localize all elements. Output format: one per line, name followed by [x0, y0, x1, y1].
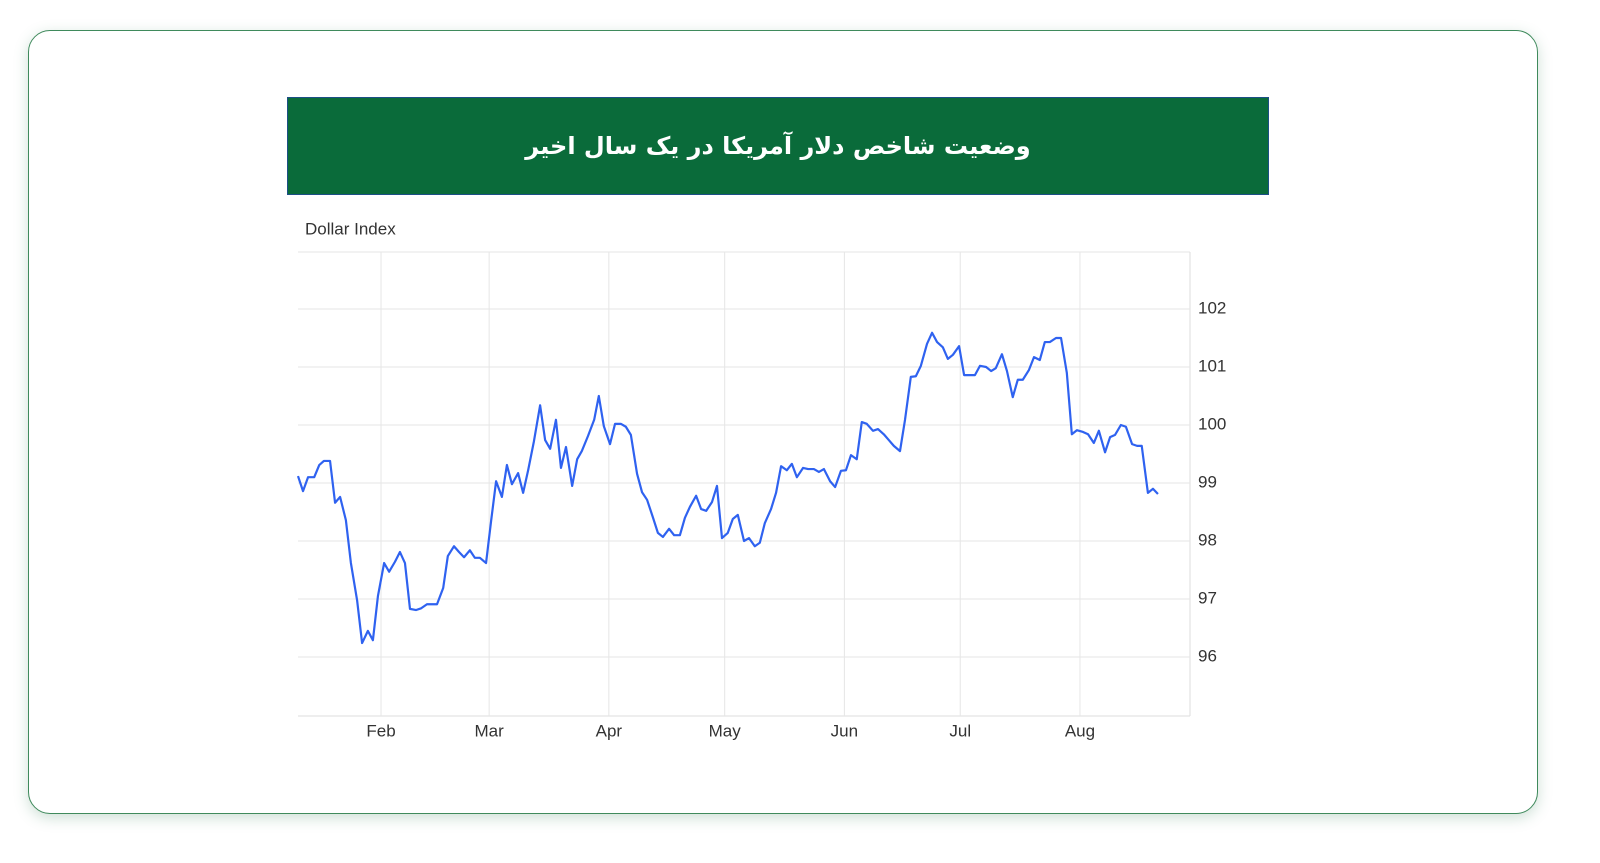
x-tick-label: Jul	[949, 721, 971, 740]
y-tick-label: 97	[1198, 588, 1217, 607]
x-tick-label: Mar	[475, 721, 505, 740]
y-tick-label: 101	[1198, 356, 1226, 375]
data-line	[296, 331, 1159, 645]
y-tick-label: 100	[1198, 414, 1226, 433]
x-tick-label: Aug	[1065, 721, 1095, 740]
title-banner: وضعیت شاخص دلار آمریکا در یک سال اخیر	[287, 97, 1269, 195]
y-tick-label: 99	[1198, 472, 1217, 491]
x-tick-label: Jun	[831, 721, 858, 740]
x-tick-label: Feb	[366, 721, 395, 740]
y-axis-label: Dollar Index	[305, 219, 396, 238]
chart-title: وضعیت شاخص دلار آمریکا در یک سال اخیر	[525, 132, 1031, 160]
y-tick-label: 102	[1198, 298, 1226, 317]
x-tick-label: May	[709, 721, 742, 740]
y-tick-label: 96	[1198, 646, 1217, 665]
x-tick-label: Apr	[596, 721, 623, 740]
y-tick-label: 98	[1198, 530, 1217, 549]
